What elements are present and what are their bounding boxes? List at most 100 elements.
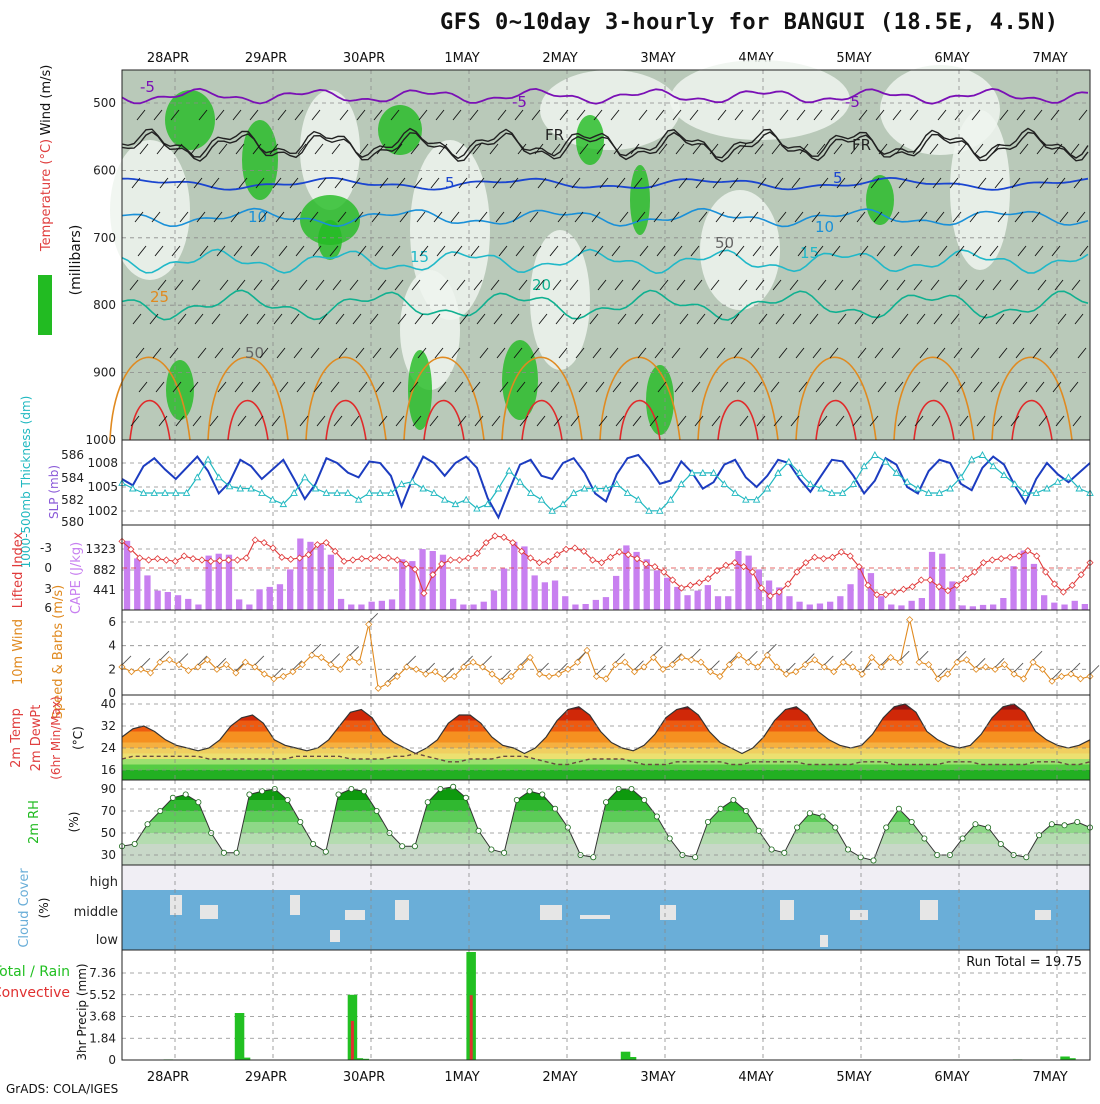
lifted-index-tick: -3	[40, 541, 52, 555]
cape-bar	[746, 556, 752, 610]
rh-point	[540, 792, 545, 797]
cape-bar	[725, 596, 731, 610]
cape-bar	[817, 604, 823, 611]
rh-moist-patch	[866, 175, 894, 225]
date-label-bottom: 2MAY	[542, 1070, 577, 1085]
pressure-tick: 700	[93, 231, 116, 245]
temp-band	[122, 754, 1090, 760]
contour-label: 10	[815, 218, 834, 236]
cape-bar	[868, 573, 874, 610]
temp-axis-label-c: (6hr Min/Max)	[49, 696, 63, 780]
cape-axis-label: CAPE (J/kg)	[69, 542, 84, 614]
cape-bar	[134, 558, 140, 610]
cape-tick: 882	[93, 563, 116, 577]
rh-point	[986, 825, 991, 830]
contour-label: 5	[833, 169, 843, 187]
cape-bar	[511, 542, 517, 610]
rh-point	[425, 800, 430, 805]
lifted-index-axis-label: Lifted Index	[11, 531, 26, 608]
footer-credit: GrADS: COLA/IGES	[6, 1082, 118, 1096]
cape-bar	[297, 539, 303, 611]
cape-bar	[583, 604, 589, 610]
cape-bar	[501, 569, 507, 611]
cape-bar	[552, 581, 558, 611]
rh-point	[731, 797, 736, 802]
rh-point	[1062, 823, 1067, 828]
cloud-layer-label: low	[96, 933, 119, 948]
rh-band	[122, 822, 1090, 833]
pressure-tick: 500	[93, 96, 116, 110]
contour-label: FR	[852, 136, 871, 154]
temp-band	[122, 748, 1090, 754]
cape-bar	[562, 596, 568, 610]
cape-bar	[705, 585, 711, 610]
rh-point	[336, 792, 341, 797]
date-label-bottom: 7MAY	[1032, 1070, 1067, 1085]
date-label-bottom: 1MAY	[444, 1070, 479, 1085]
cape-bar	[664, 578, 670, 610]
cape-bar	[1082, 604, 1088, 610]
rh-point	[845, 847, 850, 852]
temp-axis-label-b: 2m DewPt	[29, 705, 44, 772]
rh-point	[884, 825, 889, 830]
cloud-gap	[395, 900, 409, 920]
pressure-tick: 1000	[85, 433, 116, 447]
rh-point	[412, 844, 417, 849]
cape-bar	[1021, 551, 1027, 611]
contour-label: 15	[800, 244, 819, 262]
rh-dry-patch	[700, 190, 780, 310]
rh-point	[1049, 822, 1054, 827]
run-total-label: Run Total = 19.75	[966, 955, 1082, 970]
cape-bar	[521, 546, 527, 610]
cloud-gap	[540, 905, 562, 920]
cape-bar	[837, 596, 843, 610]
date-label-bottom: 5MAY	[836, 1070, 871, 1085]
cape-bar	[318, 545, 324, 611]
pressure-tick: 800	[93, 298, 116, 312]
date-label-top: 30APR	[343, 51, 385, 66]
rh-point	[247, 792, 252, 797]
rh-point	[795, 825, 800, 830]
date-label-top: 6MAY	[934, 51, 969, 66]
cape-bar	[1041, 595, 1047, 610]
cape-bar	[1000, 598, 1006, 610]
cape-bar	[338, 599, 344, 610]
slp-tick: 1002	[87, 504, 118, 518]
temperature-axis-label: Temperature (°C)	[39, 139, 54, 252]
rh-point	[654, 814, 659, 819]
contour-label: -5	[512, 93, 527, 111]
cape-bar	[735, 551, 741, 610]
cape-bar	[491, 591, 497, 610]
cape-bar	[481, 602, 487, 610]
cape-bar	[1061, 605, 1067, 611]
date-label-bottom: 30APR	[343, 1070, 385, 1085]
rh-point	[960, 836, 965, 841]
rh-moist-patch	[646, 365, 674, 435]
cape-bar	[919, 598, 925, 610]
cape-bar	[674, 587, 680, 610]
date-label-bottom: 28APR	[147, 1070, 189, 1085]
date-label-top: 3MAY	[640, 51, 675, 66]
rh-point	[183, 792, 188, 797]
date-label-top: 2MAY	[542, 51, 577, 66]
rh-moist-patch	[502, 340, 538, 420]
rh-point	[400, 844, 405, 849]
cape-bar	[990, 605, 996, 611]
pressure-tick: 900	[93, 366, 116, 380]
rh-point	[667, 836, 672, 841]
rh-moist-patch	[630, 165, 650, 235]
cloud-layer-label: high	[90, 875, 118, 890]
rh-point	[642, 797, 647, 802]
temp-tick: 40	[101, 697, 116, 711]
cape-bar	[909, 601, 915, 610]
contour-label: 15	[410, 248, 429, 266]
cape-bar	[1051, 603, 1057, 610]
cape-bar	[287, 569, 293, 610]
